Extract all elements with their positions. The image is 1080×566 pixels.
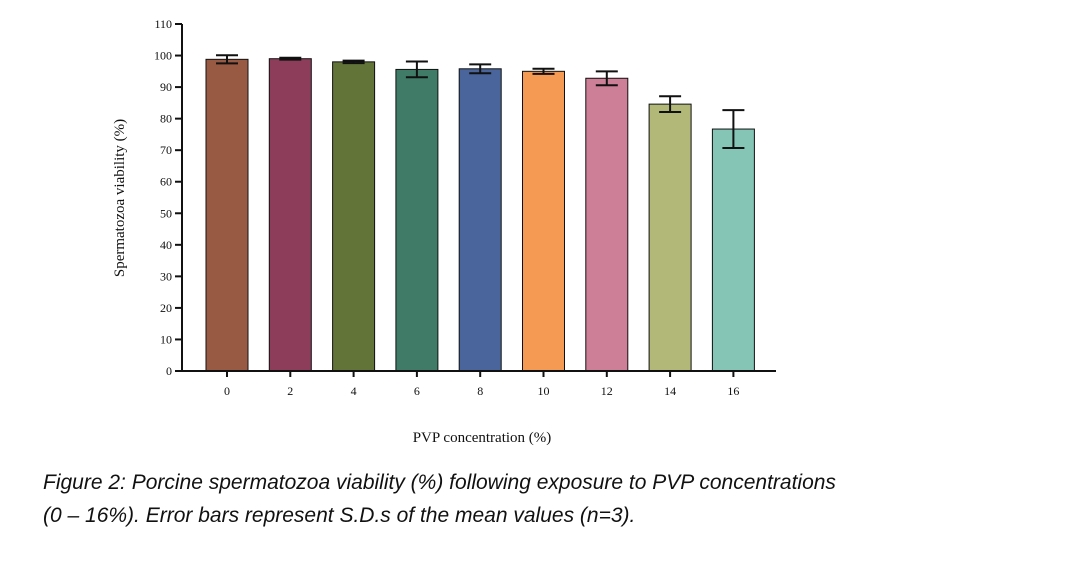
y-tick-label-50: 50	[160, 206, 172, 220]
y-tick-label-80: 80	[160, 112, 172, 126]
bar-16	[711, 128, 755, 372]
bars-group	[205, 58, 755, 372]
x-tick-label-16: 16	[727, 384, 739, 398]
y-tick-label-60: 60	[160, 175, 172, 189]
bar-6	[395, 68, 439, 372]
y-axis-title: Spermatozoa viability (%)	[112, 119, 128, 277]
bar-0	[205, 58, 249, 372]
y-tick-label-40: 40	[160, 238, 172, 252]
x-tick-label-10: 10	[538, 384, 550, 398]
y-tick-label-70: 70	[160, 143, 172, 157]
caption-line-1: Figure 2: Porcine spermatozoa viability …	[43, 471, 836, 494]
x-tick-label-6: 6	[414, 384, 420, 398]
bar-2	[268, 58, 312, 372]
y-tick-label-110: 110	[154, 17, 172, 31]
x-tick-label-12: 12	[601, 384, 613, 398]
bar-14	[648, 103, 692, 372]
figure-caption: Figure 2: Porcine spermatozoa viability …	[43, 466, 1043, 532]
y-tick-label-0: 0	[166, 364, 172, 378]
x-tick-label-2: 2	[287, 384, 293, 398]
y-tick-label-20: 20	[160, 301, 172, 315]
x-tick-label-14: 14	[664, 384, 676, 398]
caption-line-2: (0 – 16%). Error bars represent S.D.s of…	[43, 504, 636, 527]
x-tick-label-8: 8	[477, 384, 483, 398]
bar-10	[522, 70, 565, 372]
x-ticks-group: 0 2 4 6 8 10 12 14 16	[224, 371, 739, 398]
bar-8	[458, 68, 502, 372]
axes-group	[181, 24, 776, 372]
x-axis-title: PVP concentration (%)	[413, 430, 552, 446]
y-tick-label-90: 90	[160, 80, 172, 94]
x-tick-label-0: 0	[224, 384, 230, 398]
bar-12	[585, 77, 629, 372]
x-tick-label-4: 4	[351, 384, 357, 398]
bar-4	[332, 61, 376, 372]
y-tick-label-100: 100	[154, 49, 172, 63]
error-bars-group	[216, 54, 745, 149]
y-tick-label-10: 10	[160, 332, 172, 346]
y-tick-label-30: 30	[160, 269, 172, 283]
y-ticks-group: 0 10 20 30 40 50 60 70 80 90 100 110	[154, 17, 182, 378]
